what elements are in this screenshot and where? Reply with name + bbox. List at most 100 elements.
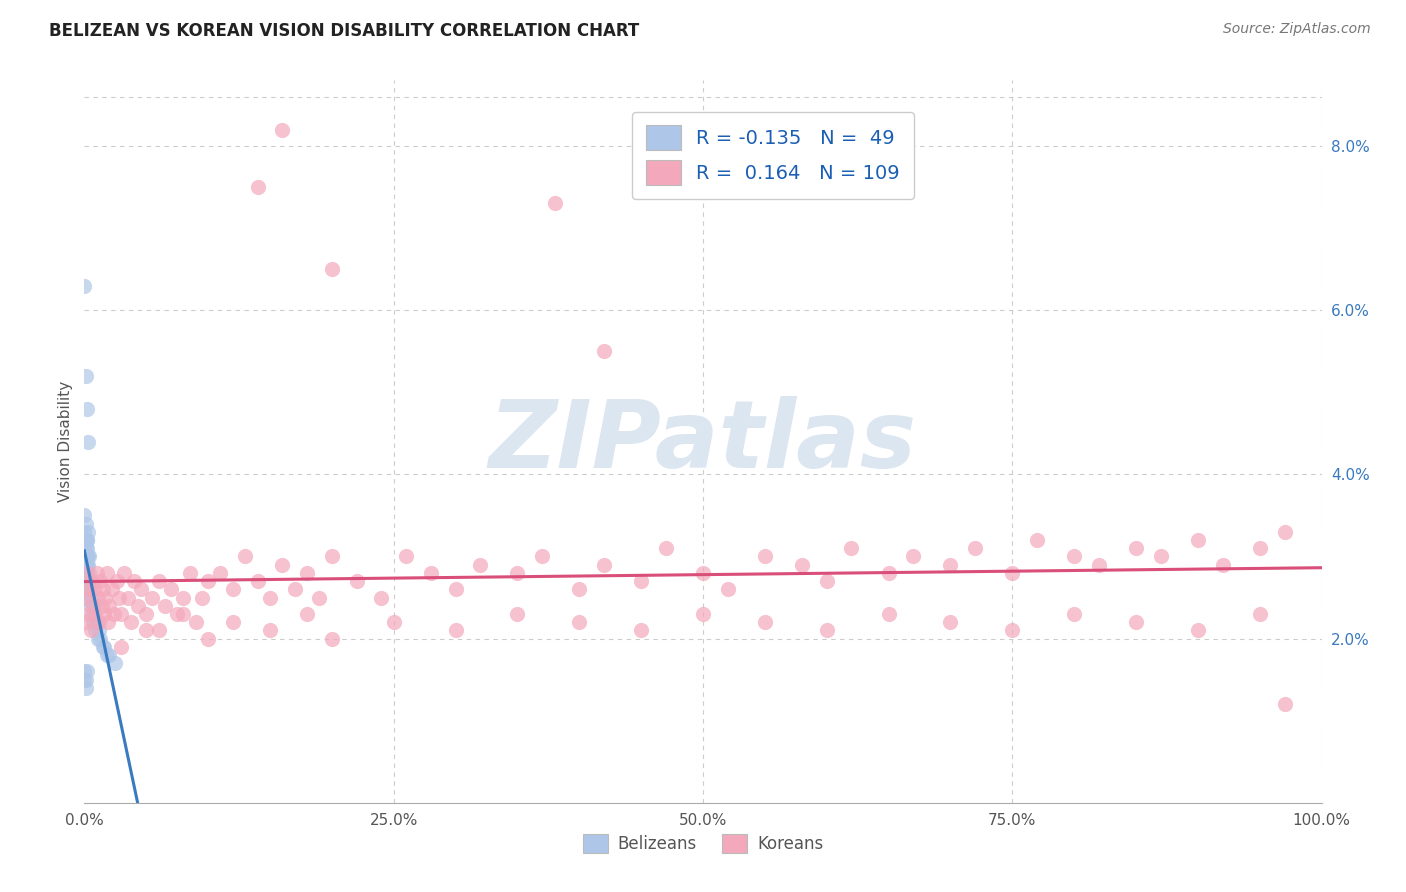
Point [76,541,98,556]
Point [79,574,101,588]
Point [197,632,219,646]
Point [87,591,110,605]
Point [80,607,103,621]
Text: ZIPatlas: ZIPatlas [489,395,917,488]
Point [75,615,97,630]
Point [75,566,97,580]
Point [89,624,111,638]
Point [1274,524,1296,539]
Point [77,582,100,597]
Point [1088,558,1111,572]
Point [692,566,714,580]
Y-axis label: Vision Disability: Vision Disability [58,381,73,502]
Point [841,541,863,556]
Point [444,582,467,597]
Text: BELIZEAN VS KOREAN VISION DISABILITY CORRELATION CHART: BELIZEAN VS KOREAN VISION DISABILITY COR… [49,22,640,40]
Point [75,368,97,383]
Point [104,657,127,671]
Point [79,599,101,613]
Point [191,591,214,605]
Point [141,591,163,605]
Point [93,640,115,654]
Point [79,549,101,564]
Point [470,558,492,572]
Point [90,599,112,613]
Point [630,574,652,588]
Point [295,566,318,580]
Point [965,541,987,556]
Point [790,558,813,572]
Point [692,607,714,621]
Point [1249,541,1271,556]
Point [75,549,97,564]
Point [135,607,157,621]
Point [73,278,96,293]
Point [1125,615,1147,630]
Point [96,648,118,662]
Point [79,591,101,605]
Point [117,591,139,605]
Point [77,524,100,539]
Point [135,624,157,638]
Point [815,574,838,588]
Point [153,599,176,613]
Point [98,648,121,662]
Point [1125,541,1147,556]
Point [271,558,294,572]
Point [1212,558,1234,572]
Point [506,566,529,580]
Point [1150,549,1173,564]
Point [568,582,591,597]
Point [1274,698,1296,712]
Point [122,574,145,588]
Point [321,262,343,277]
Point [197,574,219,588]
Point [112,566,135,580]
Point [73,566,96,580]
Point [76,549,98,564]
Point [84,624,107,638]
Point [93,607,115,621]
Point [84,607,107,621]
Point [79,566,101,580]
Point [75,516,97,531]
Point [98,599,121,613]
Point [76,401,98,416]
Point [259,624,281,638]
Point [419,566,441,580]
Point [246,180,269,194]
Point [91,582,114,597]
Point [89,574,111,588]
Point [127,599,149,613]
Point [346,574,368,588]
Point [77,607,100,621]
Point [160,582,183,597]
Point [76,566,98,580]
Point [75,681,97,695]
Point [77,549,100,564]
Point [321,632,343,646]
Point [308,591,330,605]
Point [100,582,122,597]
Point [179,566,201,580]
Point [370,591,392,605]
Point [97,615,120,630]
Point [593,344,616,359]
Point [1001,566,1024,580]
Point [75,673,97,687]
Point [172,607,194,621]
Point [94,591,117,605]
Point [73,665,96,679]
Point [91,640,114,654]
Point [295,607,318,621]
Point [83,582,105,597]
Point [79,582,101,597]
Point [506,607,529,621]
Point [148,624,170,638]
Point [86,615,108,630]
Point [655,541,678,556]
Point [75,558,97,572]
Point [1187,533,1209,547]
Point [105,574,128,588]
Point [531,549,554,564]
